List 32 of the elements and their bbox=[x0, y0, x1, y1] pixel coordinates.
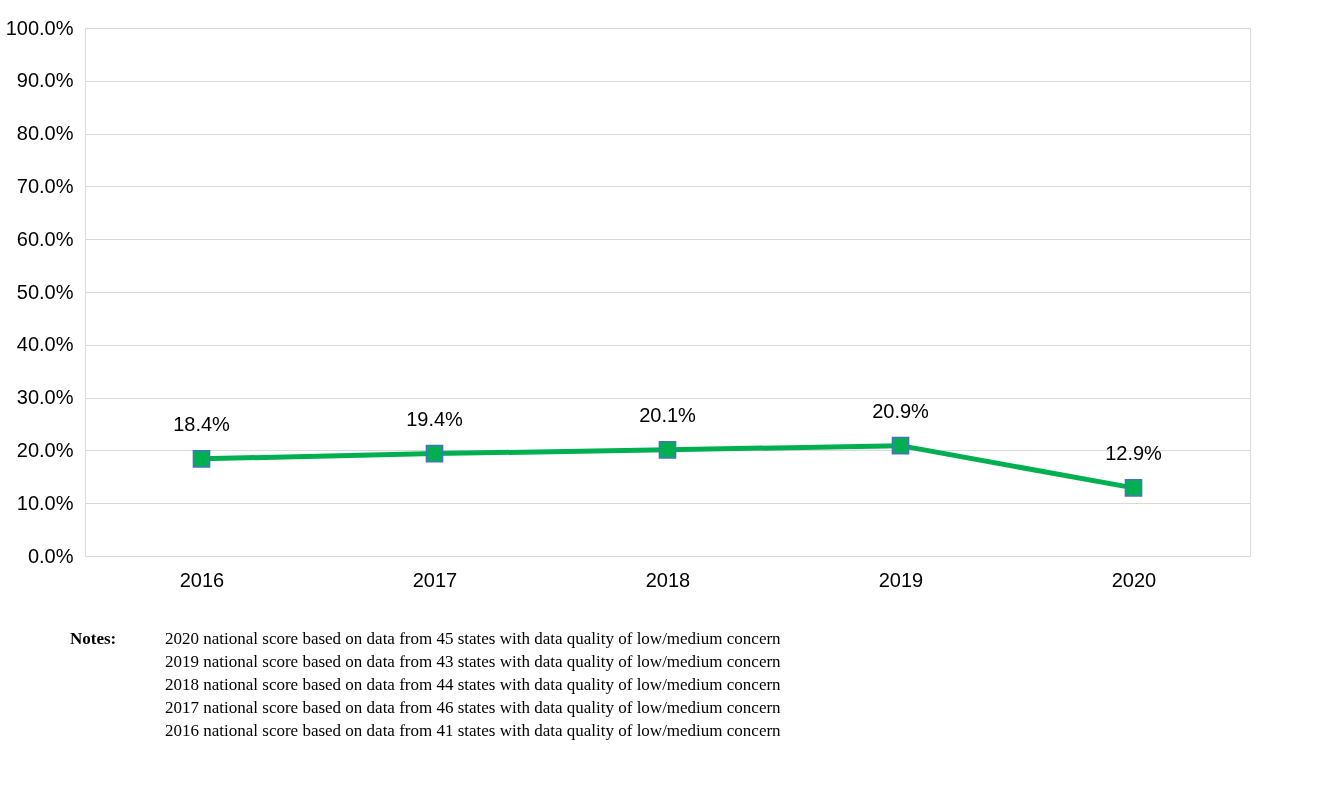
y-tick-label: 100.0% bbox=[5, 16, 74, 39]
point bbox=[192, 450, 211, 468]
x-tick-label: 2018 bbox=[645, 568, 691, 591]
text: 2017 national score based on data from 46 states with data quality of low/medium concern bbox=[165, 698, 782, 717]
x-tick-label: 2017 bbox=[412, 568, 458, 591]
y-tick-label: 40.0% bbox=[16, 333, 74, 356]
x-tick-label: 2020 bbox=[1111, 568, 1157, 591]
text: 18.4% bbox=[173, 412, 230, 435]
y-tick-label: 0.0% bbox=[27, 544, 74, 567]
y-tick-label: 90.0% bbox=[16, 69, 74, 92]
y-tick-label: 10.0% bbox=[16, 491, 74, 514]
text: 2019 national score based on data from 43 states with data quality of low/medium concern bbox=[165, 652, 782, 671]
x-tick-label: 2019 bbox=[878, 568, 924, 591]
point bbox=[425, 444, 444, 463]
y-tick-label: 60.0% bbox=[16, 227, 74, 250]
text: 2020 national score based on data from 45 states with data quality of low/medium concern bbox=[165, 629, 782, 648]
text: 2016 national score based on data from 41 states with data quality of low/medium concern bbox=[165, 721, 782, 740]
y-tick-label: 20.0% bbox=[16, 438, 74, 461]
y-tick-label: 80.0% bbox=[16, 122, 74, 145]
text: 19.4% bbox=[406, 407, 463, 430]
point bbox=[1124, 479, 1143, 497]
y-tick-label: 70.0% bbox=[16, 174, 74, 197]
text: Notes: bbox=[70, 629, 117, 648]
text: 2018 national score based on data from 44 states with data quality of low/medium concern bbox=[165, 675, 782, 694]
y-tick-label: 50.0% bbox=[16, 280, 74, 303]
text: 20.9% bbox=[872, 399, 929, 422]
x-tick-label: 2016 bbox=[179, 568, 225, 591]
text: 12.9% bbox=[1105, 441, 1162, 464]
text: 20.1% bbox=[639, 403, 696, 426]
point bbox=[658, 441, 677, 459]
y-tick-label: 30.0% bbox=[16, 386, 74, 409]
point bbox=[891, 436, 910, 455]
